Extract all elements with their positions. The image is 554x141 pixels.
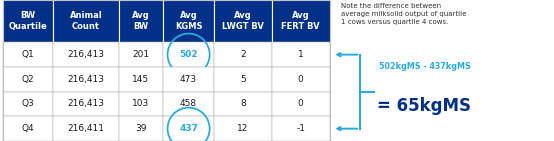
Text: BW
Quartile: BW Quartile: [9, 11, 47, 31]
Bar: [163, 42, 214, 67]
Text: 103: 103: [132, 100, 150, 108]
Text: 502: 502: [179, 50, 198, 59]
Text: 201: 201: [132, 50, 150, 59]
Text: 145: 145: [132, 75, 150, 84]
Bar: [163, 92, 214, 116]
Text: Avg
FERT BV: Avg FERT BV: [281, 11, 320, 31]
Bar: [163, 67, 214, 92]
Bar: [214, 116, 271, 141]
Text: Q4: Q4: [22, 124, 34, 133]
Bar: [3, 116, 53, 141]
Bar: [271, 0, 330, 42]
Text: 216,413: 216,413: [68, 75, 104, 84]
Bar: [271, 92, 330, 116]
Text: 473: 473: [180, 75, 197, 84]
Bar: [3, 0, 330, 141]
Bar: [163, 116, 214, 141]
Text: -1: -1: [296, 124, 305, 133]
Text: 0: 0: [298, 75, 304, 84]
Bar: [53, 116, 119, 141]
Bar: [3, 42, 53, 67]
Bar: [214, 92, 271, 116]
Bar: [271, 67, 330, 92]
Text: 502kgMS - 437kgMS: 502kgMS - 437kgMS: [379, 62, 471, 71]
Bar: [163, 0, 214, 42]
Text: 5: 5: [240, 75, 245, 84]
Bar: [119, 92, 163, 116]
Text: Avg
LWGT BV: Avg LWGT BV: [222, 11, 264, 31]
Text: 39: 39: [135, 124, 147, 133]
Bar: [3, 92, 53, 116]
Text: Q2: Q2: [22, 75, 34, 84]
Text: 0: 0: [298, 100, 304, 108]
Bar: [53, 67, 119, 92]
Bar: [214, 67, 271, 92]
Text: 12: 12: [237, 124, 248, 133]
Text: 8: 8: [240, 100, 245, 108]
Text: 216,413: 216,413: [68, 50, 104, 59]
Bar: [271, 116, 330, 141]
Text: = 65kgMS: = 65kgMS: [377, 97, 471, 115]
Text: Q1: Q1: [22, 50, 34, 59]
Text: Animal
Count: Animal Count: [69, 11, 102, 31]
Text: Q3: Q3: [22, 100, 34, 108]
Text: 1: 1: [298, 50, 304, 59]
Text: Avg
BW: Avg BW: [132, 11, 150, 31]
Bar: [3, 67, 53, 92]
Bar: [119, 0, 163, 42]
Text: 458: 458: [180, 100, 197, 108]
Bar: [3, 0, 53, 42]
Bar: [214, 42, 271, 67]
Bar: [53, 92, 119, 116]
Text: Avg
KGMS: Avg KGMS: [175, 11, 202, 31]
Bar: [119, 116, 163, 141]
Bar: [53, 42, 119, 67]
Bar: [271, 42, 330, 67]
Text: 437: 437: [179, 124, 198, 133]
Bar: [53, 0, 119, 42]
Text: 216,411: 216,411: [68, 124, 104, 133]
Bar: [119, 42, 163, 67]
Bar: [119, 67, 163, 92]
Bar: [214, 0, 271, 42]
Text: 2: 2: [240, 50, 245, 59]
Text: 216,413: 216,413: [68, 100, 104, 108]
Text: Note the difference between
average milksolid output of quartile
1 cows versus q: Note the difference between average milk…: [341, 3, 466, 25]
